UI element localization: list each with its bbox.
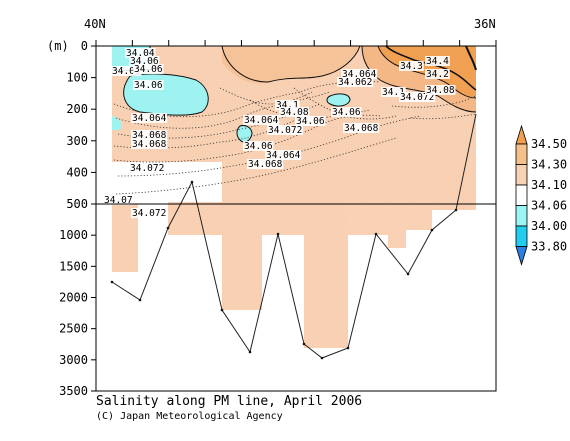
depth-tick-label: 300 bbox=[66, 134, 88, 148]
contour-label-bg bbox=[425, 56, 450, 66]
contour-label-bg bbox=[103, 195, 134, 205]
depth-tick-label: 3500 bbox=[59, 384, 88, 398]
chart-title: Salinity along PM line, April 2006 bbox=[96, 394, 363, 409]
colorbar-level-label: 34.30 bbox=[531, 158, 567, 172]
contour-label: 34.01 bbox=[112, 66, 141, 77]
contour-label: 34.3 bbox=[400, 61, 423, 72]
contour-label-bg bbox=[425, 69, 450, 79]
contour-label-bg bbox=[129, 56, 160, 66]
colorbar-level-label: 34.00 bbox=[531, 219, 567, 233]
colorbar-min-arrow bbox=[515, 246, 528, 266]
colorbar-segment bbox=[515, 205, 528, 227]
contour-label-bg bbox=[399, 92, 436, 102]
contour-label-bg bbox=[279, 107, 310, 117]
contour-label: 34.1 bbox=[276, 100, 299, 111]
colorbar-segment bbox=[515, 143, 528, 165]
contour-label-bg bbox=[265, 150, 302, 160]
depth-tick-label: 0 bbox=[81, 39, 88, 53]
colorbar-segment bbox=[515, 225, 528, 247]
latitude-left-label: 40N bbox=[84, 17, 106, 31]
latitude-right-label: 36N bbox=[474, 17, 496, 31]
contour-label: 34.072 bbox=[400, 92, 434, 103]
colorbar-level-label: 34.06 bbox=[531, 199, 567, 213]
depth-unit-label: (m) bbox=[47, 39, 69, 53]
contour-label: 34.064 bbox=[244, 115, 279, 126]
contour-label: 34.06 bbox=[130, 56, 159, 67]
depth-tick-label: 200 bbox=[66, 102, 88, 116]
contour-label-bg bbox=[131, 130, 168, 140]
depth-tick-label: 400 bbox=[66, 165, 88, 179]
contour-label-bg bbox=[343, 123, 380, 133]
contour-label: 34.064 bbox=[342, 69, 377, 80]
depth-tick-label: 1500 bbox=[59, 259, 88, 273]
contour-label: 34.068 bbox=[132, 130, 167, 141]
contour-label-bg bbox=[381, 87, 406, 97]
contour-labels: 34.0434.0634.0134.0634.0634.06434.06834.… bbox=[103, 48, 456, 219]
contour-label: 34.072 bbox=[268, 125, 302, 136]
contour-label-bg bbox=[111, 66, 142, 76]
contour-label-bg bbox=[125, 48, 156, 58]
contour-label: 34.062 bbox=[338, 77, 372, 88]
station-ticks bbox=[95, 40, 497, 46]
contour-label-bg bbox=[331, 107, 362, 117]
plot-frame bbox=[95, 45, 497, 392]
colorbar-level-label: 34.50 bbox=[531, 137, 567, 151]
contour-label: 34.08 bbox=[426, 85, 455, 96]
depth-tick-label: 3000 bbox=[59, 353, 88, 367]
contour-label: 34.06 bbox=[296, 116, 325, 127]
salinity-colorbar: 34.50 34.30 34.10 34.06 34.00 33.80 bbox=[515, 124, 567, 266]
contour-label: 34.072 bbox=[130, 163, 164, 174]
contour-label-bg bbox=[129, 163, 166, 173]
contour-label-bg bbox=[131, 113, 168, 123]
contour-label-bg bbox=[243, 115, 280, 125]
contour-label-bg bbox=[295, 116, 326, 126]
contour-label: 34.068 bbox=[248, 159, 283, 170]
contour-label: 34.04 bbox=[126, 48, 155, 59]
contour-label-bg bbox=[243, 141, 274, 151]
chart-credit: (C) Japan Meteorological Agency bbox=[96, 411, 283, 422]
depth-tick-label: 500 bbox=[66, 197, 88, 211]
contour-label: 34.064 bbox=[132, 113, 167, 124]
contour-label: 34.06 bbox=[244, 141, 273, 152]
contour-label-bg bbox=[247, 159, 284, 169]
colorbar-level-label: 33.80 bbox=[531, 240, 567, 254]
colorbar-segment bbox=[515, 164, 528, 186]
contour-label-bg bbox=[131, 208, 168, 218]
colorbar-segment bbox=[515, 184, 528, 206]
lower-panel bbox=[110, 113, 477, 360]
contour-label: 34.06 bbox=[134, 80, 163, 91]
contour-label: 34.06 bbox=[332, 107, 361, 118]
contour-label: 34.07 bbox=[104, 195, 133, 206]
depth-axis: 0 100 200 300 400 500 1000 1500 2000 2500 3000 3500 bbox=[59, 39, 96, 398]
contour-label-bg bbox=[337, 77, 374, 87]
contour-label: 34.2 bbox=[426, 69, 449, 80]
contour-label-bg bbox=[275, 100, 300, 110]
contour-label: 34.1 bbox=[382, 87, 405, 98]
contour-label-bg bbox=[341, 69, 378, 79]
contour-label-bg bbox=[131, 139, 168, 149]
contour-label: 34.072 bbox=[132, 208, 166, 219]
station-markers bbox=[110, 180, 458, 360]
contour-label: 34.06 bbox=[134, 64, 163, 75]
depth-tick-label: 2500 bbox=[59, 322, 88, 336]
colorbar-level-label: 34.10 bbox=[531, 178, 567, 192]
contour-label: 34.4 bbox=[426, 56, 449, 67]
contour-label-bg bbox=[425, 85, 456, 95]
contour-label: 34.068 bbox=[344, 123, 379, 134]
contour-label-bg bbox=[133, 80, 164, 90]
contour-label: 34.064 bbox=[266, 150, 301, 161]
contour-label-bg bbox=[399, 61, 424, 71]
depth-tick-label: 1000 bbox=[59, 228, 88, 242]
contour-label-bg bbox=[267, 125, 304, 135]
salinity-texture bbox=[112, 46, 476, 348]
contour-label: 34.08 bbox=[280, 107, 309, 118]
colorbar-max-arrow bbox=[515, 124, 528, 145]
contour-label: 34.068 bbox=[132, 139, 167, 150]
contour-label-bg bbox=[133, 64, 164, 74]
depth-tick-label: 2000 bbox=[59, 291, 88, 305]
depth-tick-label: 100 bbox=[66, 71, 88, 85]
